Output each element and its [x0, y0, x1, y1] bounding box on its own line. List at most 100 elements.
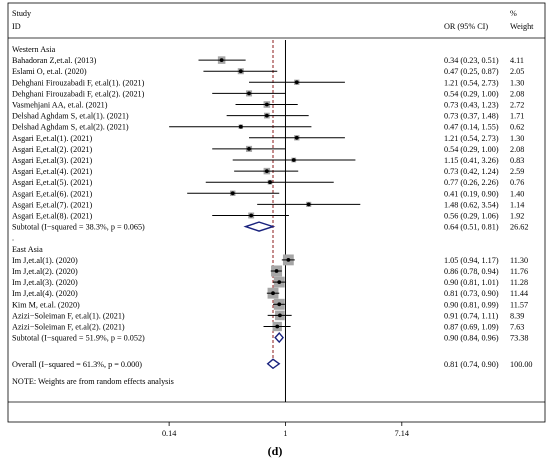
header-weight: Weight [510, 22, 534, 31]
or-ci-value: 0.54 (0.29, 1.00) [444, 145, 499, 154]
point-estimate [238, 124, 243, 129]
study-label: Im J,et.al(2). (2020) [12, 267, 78, 276]
overall-diamond [266, 358, 281, 370]
group-separator-mark: . [12, 234, 14, 243]
weight-value: 1.71 [510, 112, 524, 121]
or-ci-value: 0.73 (0.43, 1.23) [444, 101, 499, 110]
study-label: Asgari E,et.al(8). (2021) [12, 212, 93, 221]
point-estimate [268, 180, 272, 185]
or-ci-value: 1.05 (0.94, 1.17) [444, 256, 499, 265]
header-study: Study [12, 9, 32, 18]
point-estimate [294, 80, 299, 85]
weight-value: 0.62 [510, 123, 524, 132]
or-ci-value: 0.90 (0.81, 1.01) [444, 278, 499, 287]
or-ci-value: 0.47 (0.14, 1.55) [444, 123, 499, 132]
subtotal-diamond [243, 221, 276, 232]
weight-value: 11.76 [510, 267, 528, 276]
axis-tick-label: 0.14 [162, 429, 176, 438]
overall-label: Overall (I−squared = 61.3%, p = 0.000) [12, 360, 142, 369]
subtotal-or-ci-value: 0.90 (0.84, 0.96) [444, 334, 499, 343]
or-ci-value: 0.41 (0.19, 0.90) [444, 189, 499, 198]
group-label: Western Asia [12, 45, 56, 54]
weight-value: 2.72 [510, 101, 524, 110]
study-label: Asgari E,et.al(7). (2021) [12, 200, 93, 209]
subtotal-diamond [274, 332, 284, 344]
weight-value: 11.44 [510, 289, 528, 298]
group-label: East Asia [12, 245, 43, 254]
subtotal-label: Subtotal (I−squared = 38.3%, p = 0.065) [12, 223, 145, 232]
or-ci-value: 0.73 (0.42, 1.24) [444, 167, 499, 176]
or-ci-value: 0.34 (0.23, 0.51) [444, 56, 499, 65]
subtotal-label: Subtotal (I−squared = 51.9%, p = 0.052) [12, 334, 145, 343]
point-estimate [264, 113, 269, 118]
study-label: Azizi−Soleiman F, et.al(2). (2021) [12, 323, 125, 332]
study-label: Eslami O, et.al. (2020) [12, 67, 87, 76]
or-ci-value: 1.48 (0.62, 3.54) [444, 200, 499, 209]
point-estimate [277, 313, 282, 318]
point-estimate [306, 202, 311, 207]
weight-value: 8.39 [510, 311, 524, 320]
point-estimate [264, 102, 269, 107]
weight-value: 2.08 [510, 145, 524, 154]
point-estimate [286, 258, 291, 262]
point-estimate [238, 69, 243, 74]
weight-value: 2.59 [510, 167, 524, 176]
subtotal-or-ci-value: 0.64 (0.51, 0.81) [444, 223, 499, 232]
or-ci-value: 0.56 (0.29, 1.06) [444, 212, 499, 221]
weight-value: 1.40 [510, 189, 524, 198]
weight-value: 1.92 [510, 212, 524, 221]
weight-value: 2.05 [510, 67, 524, 76]
header-id: ID [12, 22, 21, 31]
or-ci-value: 1.15 (0.41, 3.26) [444, 156, 499, 165]
point-estimate [271, 291, 275, 296]
point-estimate [249, 213, 254, 218]
or-ci-value: 0.77 (0.26, 2.26) [444, 178, 499, 187]
study-label: Vasmehjani AA, et.al. (2021) [12, 101, 108, 110]
overall-weight-value: 100.00 [510, 360, 533, 369]
study-label: Dehghani Firouzabadi F, et.al(2). (2021) [12, 89, 145, 98]
point-estimate [277, 280, 282, 284]
study-label: Delshad Aghdam S, et.al(1). (2021) [12, 112, 129, 121]
or-ci-value: 0.47 (0.25, 0.87) [444, 67, 499, 76]
study-label: Bahadoran Z,et.al. (2013) [12, 56, 97, 65]
study-label: Azizi−Soleiman F, et.al(1). (2021) [12, 311, 125, 320]
or-ci-value: 0.86 (0.78, 0.94) [444, 267, 499, 276]
weight-value: 4.11 [510, 56, 524, 65]
point-estimate [291, 158, 296, 162]
study-label: Asgari E,et.al(1). (2021) [12, 134, 93, 143]
point-estimate [294, 135, 299, 140]
header-weight-symbol: % [510, 9, 517, 18]
study-label: Asgari E,et.al(6). (2021) [12, 189, 93, 198]
plot-frame [7, 2, 546, 423]
weight-value: 11.28 [510, 278, 528, 287]
axis-tick-label: 1 [283, 429, 287, 438]
study-label: Asgari E,et.al(3). (2021) [12, 156, 93, 165]
axis-tick-label: 7.14 [395, 429, 409, 438]
study-label: Asgari E,et.al(4). (2021) [12, 167, 93, 176]
point-estimate [247, 91, 251, 96]
study-label: Asgari E,et.al(2). (2021) [12, 145, 93, 154]
overall-or-ci-value: 0.81 (0.74, 0.90) [444, 360, 499, 369]
header-or: OR (95% CI) [444, 22, 488, 31]
or-ci-value: 1.21 (0.54, 2.73) [444, 78, 499, 87]
weight-value: 11.57 [510, 300, 528, 309]
study-label: Delshad Aghdam S, et.al(2). (2021) [12, 123, 129, 132]
weight-value: 2.08 [510, 89, 524, 98]
weight-value: 11.30 [510, 256, 528, 265]
study-label: Dehghani Firouzabadi F, et.al(1). (2021) [12, 78, 145, 87]
or-ci-value: 0.91 (0.74, 1.11) [444, 311, 499, 320]
figure-caption: (d) [267, 444, 283, 458]
or-ci-value: 0.54 (0.29, 1.00) [444, 89, 499, 98]
or-ci-value: 1.21 (0.54, 2.73) [444, 134, 499, 143]
study-label: Im J,et.al(3). (2020) [12, 278, 78, 287]
point-estimate [264, 169, 269, 174]
point-estimate [275, 324, 280, 329]
or-ci-value: 0.73 (0.37, 1.48) [444, 112, 499, 121]
or-ci-value: 0.87 (0.69, 1.09) [444, 323, 499, 332]
study-label: Asgari E,et.al(5). (2021) [12, 178, 93, 187]
point-estimate [230, 191, 235, 196]
or-ci-value: 0.90 (0.81, 0.99) [444, 300, 499, 309]
point-estimate [274, 269, 279, 273]
point-estimate [247, 147, 251, 151]
subtotal-weight-value: 26.62 [510, 223, 528, 232]
